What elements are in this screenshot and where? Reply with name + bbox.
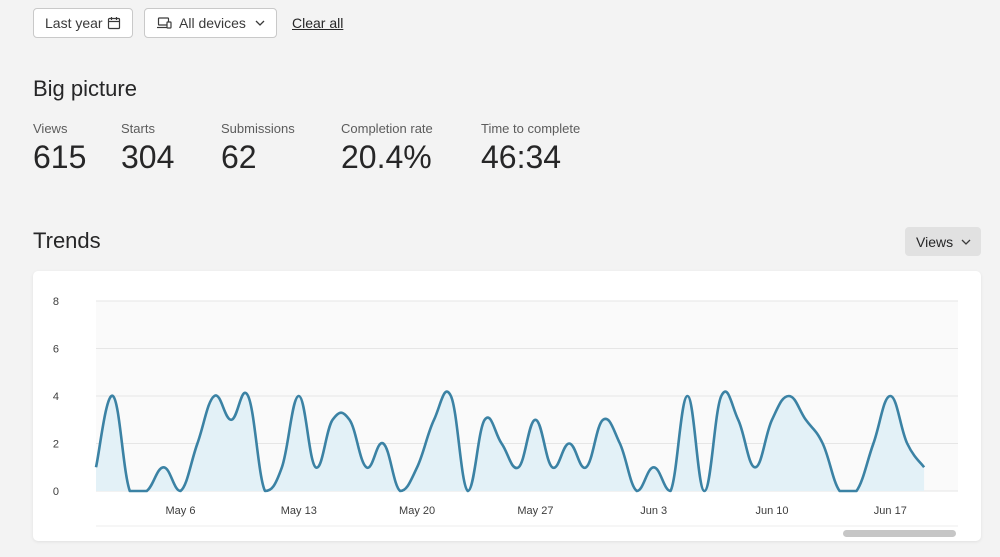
- data-point[interactable]: [178, 488, 184, 494]
- data-point[interactable]: [482, 417, 488, 423]
- metric-time-to-complete: Time to complete 46:34: [481, 121, 580, 176]
- data-point[interactable]: [803, 417, 809, 423]
- data-point[interactable]: [414, 464, 420, 470]
- chevron-down-icon: [961, 239, 971, 245]
- data-point[interactable]: [634, 488, 640, 494]
- data-point[interactable]: [752, 464, 758, 470]
- chevron-down-icon: [255, 20, 265, 26]
- device-filter-label: All devices: [179, 15, 246, 31]
- data-point[interactable]: [735, 417, 741, 423]
- data-point[interactable]: [887, 393, 893, 399]
- metric-value: 304: [121, 139, 175, 175]
- metric-label: Starts: [121, 121, 155, 136]
- data-point[interactable]: [769, 417, 775, 423]
- chart-scrollbar[interactable]: [843, 530, 956, 537]
- metric-value: 62: [221, 139, 257, 175]
- data-point[interactable]: [718, 393, 724, 399]
- metric-label: Submissions: [221, 121, 295, 136]
- data-point[interactable]: [448, 393, 454, 399]
- y-tick-label: 6: [53, 344, 59, 356]
- data-point[interactable]: [617, 441, 623, 447]
- data-point[interactable]: [313, 464, 319, 470]
- data-point[interactable]: [245, 393, 251, 399]
- trend-metric-select[interactable]: Views: [905, 227, 981, 256]
- metric-label: Completion rate: [341, 121, 433, 136]
- data-point[interactable]: [837, 488, 843, 494]
- calendar-icon: [107, 16, 121, 30]
- data-point[interactable]: [465, 488, 471, 494]
- metric-value: 46:34: [481, 139, 562, 175]
- y-tick-label: 2: [53, 439, 59, 451]
- data-point[interactable]: [904, 441, 910, 447]
- y-tick-label: 4: [53, 391, 59, 403]
- x-tick-label: May 27: [517, 505, 553, 517]
- x-tick-label: May 13: [281, 505, 317, 517]
- data-point[interactable]: [668, 488, 674, 494]
- trends-title: Trends: [33, 228, 101, 253]
- y-tick-label: 8: [53, 296, 59, 308]
- data-point[interactable]: [127, 488, 133, 494]
- data-point[interactable]: [194, 441, 200, 447]
- clear-all-link[interactable]: Clear all: [292, 15, 344, 31]
- data-point[interactable]: [93, 464, 99, 470]
- metric-value: 20.4%: [341, 139, 432, 175]
- y-tick-label: 0: [53, 486, 59, 498]
- metric-views: Views 615: [33, 121, 86, 176]
- data-point[interactable]: [549, 464, 555, 470]
- data-point[interactable]: [144, 488, 150, 494]
- data-point[interactable]: [685, 393, 691, 399]
- data-point[interactable]: [820, 441, 826, 447]
- metric-value: 615: [33, 139, 87, 175]
- date-range-filter[interactable]: Last year: [33, 8, 133, 38]
- data-point[interactable]: [870, 441, 876, 447]
- metric-submissions: Submissions 62: [221, 121, 295, 176]
- views-series-line: [94, 390, 926, 493]
- x-tick-label: May 6: [166, 505, 196, 517]
- data-point[interactable]: [330, 417, 336, 423]
- x-tick-label: Jun 3: [640, 505, 667, 517]
- data-point[interactable]: [516, 464, 522, 470]
- x-tick-label: Jun 17: [874, 505, 907, 517]
- data-point[interactable]: [397, 488, 403, 494]
- data-point[interactable]: [499, 441, 505, 447]
- data-point[interactable]: [600, 417, 606, 423]
- trends-chart: 0 2 4 6 8 May 6 May 13 May 20 May 27 Jun 3 Jun 10 J…: [53, 296, 958, 537]
- data-point[interactable]: [854, 488, 860, 494]
- metric-label: Time to complete: [481, 121, 581, 136]
- big-picture-title: Big picture: [33, 76, 137, 101]
- data-point[interactable]: [583, 464, 589, 470]
- data-point[interactable]: [279, 464, 285, 470]
- data-point[interactable]: [228, 417, 234, 423]
- data-point[interactable]: [211, 393, 217, 399]
- data-point[interactable]: [786, 393, 792, 399]
- data-point[interactable]: [363, 464, 369, 470]
- data-point[interactable]: [347, 417, 353, 423]
- data-point[interactable]: [262, 488, 268, 494]
- data-point[interactable]: [380, 441, 386, 447]
- data-point[interactable]: [651, 464, 657, 470]
- data-point[interactable]: [921, 464, 927, 470]
- data-point[interactable]: [110, 393, 116, 399]
- data-point[interactable]: [532, 417, 538, 423]
- date-range-label: Last year: [45, 15, 103, 31]
- filter-bar: Last year All devices Clear all: [33, 8, 343, 38]
- data-point[interactable]: [296, 393, 302, 399]
- x-tick-label: Jun 10: [755, 505, 788, 517]
- metric-label: Views: [33, 121, 68, 136]
- device-filter[interactable]: All devices: [144, 8, 277, 38]
- metric-starts: Starts 304: [121, 121, 174, 176]
- data-point[interactable]: [161, 464, 167, 470]
- data-point[interactable]: [701, 488, 707, 494]
- x-tick-label: May 20: [399, 505, 435, 517]
- data-point[interactable]: [566, 441, 572, 447]
- metric-completion-rate: Completion rate 20.4%: [341, 121, 433, 176]
- data-point[interactable]: [431, 417, 437, 423]
- trends-chart-card: 0 2 4 6 8 May 6 May 13 May 20 May 27 Jun 3 Jun 10 J…: [33, 271, 981, 541]
- trend-metric-label: Views: [916, 233, 954, 250]
- devices-icon: [156, 16, 172, 30]
